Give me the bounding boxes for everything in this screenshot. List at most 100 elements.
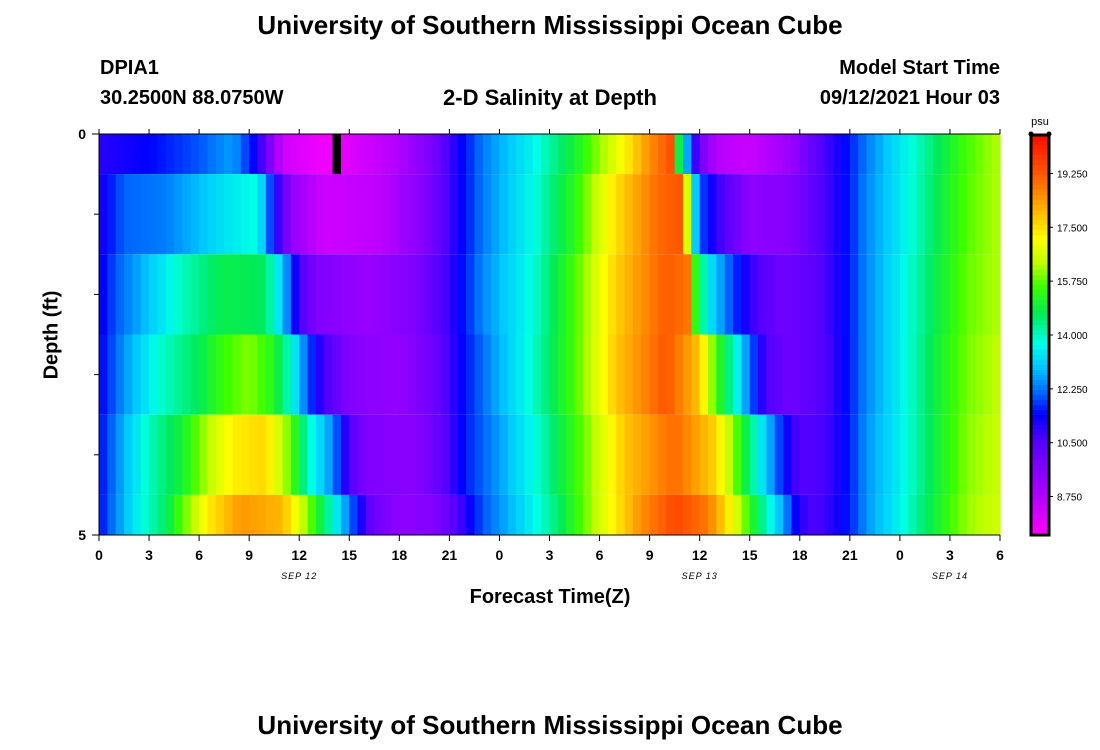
colorbar-segment xyxy=(1031,475,1049,481)
heatmap-cell xyxy=(99,494,108,535)
colorbar-segment xyxy=(1031,205,1049,211)
heatmap-cell xyxy=(983,134,993,175)
colorbar-segment xyxy=(1031,455,1049,461)
heatmap-cell xyxy=(833,134,843,175)
heatmap-cell xyxy=(182,254,192,335)
heatmap-cell xyxy=(307,254,317,335)
heatmap-cell xyxy=(265,334,275,415)
heatmap-cell xyxy=(432,254,442,335)
heatmap-cell xyxy=(349,174,359,255)
heatmap-cell xyxy=(390,414,400,495)
heatmap-cell xyxy=(591,134,601,175)
heatmap-cell xyxy=(249,134,259,175)
heatmap-cell xyxy=(149,414,158,495)
heatmap-cell xyxy=(340,334,350,415)
colorbar-segment xyxy=(1031,340,1049,346)
heatmap-cell xyxy=(974,134,984,175)
heatmap-cell xyxy=(849,334,859,415)
heatmap-cell xyxy=(858,134,868,175)
heatmap-cell xyxy=(332,414,342,495)
colorbar-corner-dot xyxy=(1046,131,1052,137)
heatmap-cell xyxy=(899,494,909,535)
heatmap-cell xyxy=(499,494,509,535)
heatmap-cell xyxy=(841,334,851,415)
x-tick-label: 3 xyxy=(145,547,153,563)
heatmap-cell xyxy=(474,174,484,255)
heatmap-cell xyxy=(541,134,551,175)
heatmap-cell xyxy=(624,334,634,415)
x-tick-label: 15 xyxy=(341,547,357,563)
heatmap-cell xyxy=(574,494,584,535)
heatmap-cell xyxy=(324,134,334,175)
heatmap-cell xyxy=(257,414,267,495)
heatmap-cell xyxy=(315,174,325,255)
heatmap-cell xyxy=(557,334,567,415)
heatmap-cell xyxy=(315,414,325,495)
heatmap-cell xyxy=(549,174,559,255)
heatmap-cell xyxy=(532,254,542,335)
heatmap-cell xyxy=(691,334,701,415)
heatmap-cell xyxy=(582,134,592,175)
heatmap-cell xyxy=(783,174,793,255)
colorbar-segment xyxy=(1031,335,1049,341)
heatmap-cell xyxy=(491,334,501,415)
heatmap-cell xyxy=(357,494,367,535)
heatmap-cell xyxy=(441,494,450,535)
colorbar-segment xyxy=(1031,500,1049,506)
heatmap-cell xyxy=(390,174,400,255)
heatmap-cell xyxy=(682,174,692,255)
heatmap-cell xyxy=(599,414,609,495)
colorbar-segment xyxy=(1031,215,1049,221)
heatmap-cell xyxy=(324,414,334,495)
heatmap-cell xyxy=(883,414,893,495)
heatmap-cell xyxy=(207,414,217,495)
heatmap-cell xyxy=(632,254,642,335)
page-title-bottom: University of Southern Mississippi Ocean… xyxy=(257,710,843,740)
heatmap-cell xyxy=(349,494,359,535)
heatmap-cell xyxy=(149,334,158,415)
heatmap-cell xyxy=(566,334,576,415)
heatmap-cell xyxy=(891,334,901,415)
colorbar-segment xyxy=(1031,200,1049,206)
heatmap-cell xyxy=(249,334,259,415)
heatmap-cell xyxy=(741,494,751,535)
heatmap-cell xyxy=(99,414,108,495)
heatmap-cell xyxy=(874,494,884,535)
heatmap-cell xyxy=(324,334,334,415)
heatmap-cell xyxy=(924,174,934,255)
heatmap-cell xyxy=(491,414,501,495)
heatmap-cell xyxy=(524,494,534,535)
colorbar-segment xyxy=(1031,425,1049,431)
heatmap-cell xyxy=(215,494,225,535)
heatmap-cell xyxy=(774,494,784,535)
colorbar-segment xyxy=(1031,320,1049,326)
heatmap-cell xyxy=(441,254,450,335)
heatmap-cell xyxy=(482,334,492,415)
heatmap-cell xyxy=(708,174,717,255)
heatmap-cell xyxy=(699,334,709,415)
heatmap-cell xyxy=(499,174,509,255)
heatmap-cell xyxy=(908,134,918,175)
heatmap-cell xyxy=(541,174,551,255)
heatmap-cell xyxy=(607,334,617,415)
heatmap-cell xyxy=(866,334,876,415)
x-tick-label: 12 xyxy=(692,547,708,563)
heatmap-cell xyxy=(290,414,300,495)
heatmap-cell xyxy=(557,134,567,175)
heatmap-cell xyxy=(591,254,601,335)
heatmap-cell xyxy=(599,134,609,175)
heatmap-cell xyxy=(899,134,909,175)
date-label: SEP 13 xyxy=(682,571,718,581)
heatmap-cell xyxy=(365,414,375,495)
heatmap-cell xyxy=(941,254,951,335)
heatmap-cell xyxy=(933,334,943,415)
heatmap-cell xyxy=(741,134,751,175)
heatmap-cell xyxy=(399,334,409,415)
heatmap-cell xyxy=(991,134,1001,175)
heatmap-cell xyxy=(574,134,584,175)
heatmap-cell xyxy=(708,134,717,175)
heatmap-cell xyxy=(674,494,684,535)
heatmap-cell xyxy=(349,414,359,495)
heatmap-cell xyxy=(566,494,576,535)
heatmap-cell xyxy=(340,134,350,175)
